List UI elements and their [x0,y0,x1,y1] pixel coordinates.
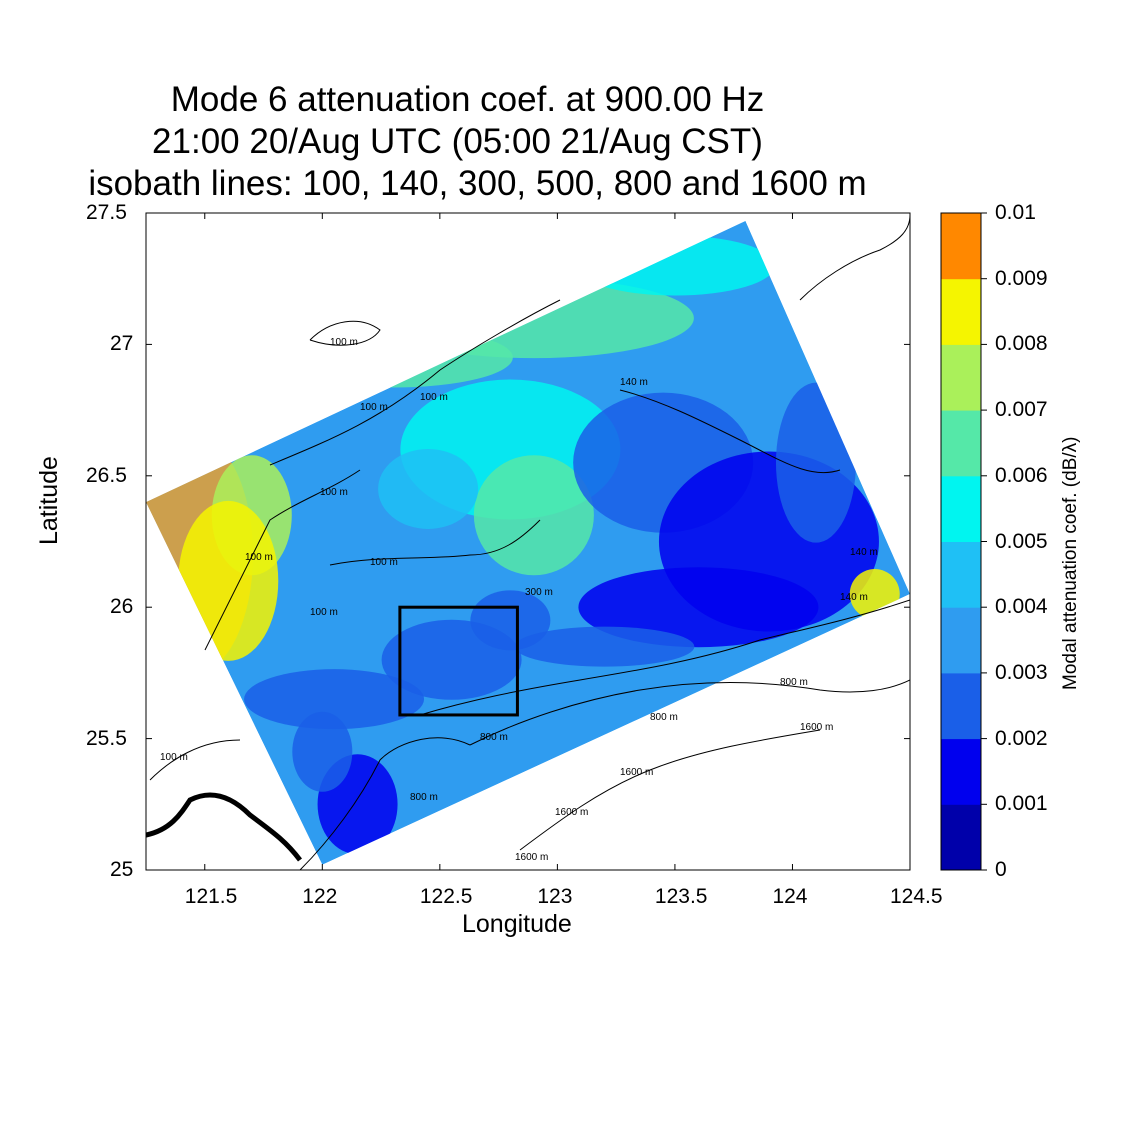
colorbar [940,212,987,871]
field-patch [473,455,594,576]
x-tick-label: 123 [537,885,573,908]
isobath-line [329,519,541,566]
isobath-label: 1600 m [555,807,588,818]
colorbar-swatch [941,213,981,280]
x-axis-label: Longitude [462,910,572,938]
isobath-line [799,214,910,301]
plot-border [145,212,911,871]
colorbar-swatch [941,738,981,805]
colorbar-swatch [941,607,981,674]
isobath-label: 800 m [650,712,678,723]
field-patch [244,669,425,730]
isobath-line [469,679,910,746]
chart-title-line-1: Mode 6 attenuation coef. at 900.00 Hz [170,80,765,119]
chart-title-line-2: 21:00 20/Aug UTC (05:00 21/Aug CST) [152,122,763,161]
colorbar-swatch [941,475,981,542]
isobath-label: 1600 m [515,852,548,863]
highlight-box [398,605,519,717]
x-tick-label: 122.5 [419,885,473,908]
x-tick-label: 124 [772,885,808,908]
isobath-line [309,320,381,346]
field-patch [292,711,353,792]
colorbar-swatch [941,410,981,477]
colorbar-tick-label: 0.006 [995,463,1048,487]
isobath-label: 100 m [330,337,358,348]
colorbar-tick-label: 0.005 [995,529,1048,553]
attenuation-field [146,220,910,865]
isobath-line [269,299,561,466]
isobath-label: 800 m [780,677,808,688]
field-patch [272,327,513,388]
x-tick-label: 124.5 [890,885,943,908]
isobath-label: 100 m [310,607,338,618]
isobath-line [299,737,471,870]
colorbar-swatch [941,672,981,740]
y-tick-label: 26 [110,595,134,619]
isobath-label: 800 m [480,732,508,743]
x-tick-label: 122 [302,885,338,908]
colorbar-tick-label: 0 [995,858,1007,881]
colorbar-tick-label: 0.008 [995,332,1048,356]
x-tick-label: 123.5 [654,885,708,908]
isobath-label: 100 m [160,752,188,763]
isobath-label: 140 m [620,377,648,388]
isobath-line [619,389,841,474]
y-tick-label: 27 [110,332,134,356]
field-patch [574,235,775,296]
y-tick-label: 26.5 [86,463,127,487]
isobath-label: 300 m [525,587,553,598]
isobath-label: 1600 m [620,767,653,778]
colorbar-tick-label: 0.01 [995,201,1036,224]
field-patch [775,382,856,543]
isobath-line [204,469,361,651]
colorbar-label: Modal attenuation coef. (dB/λ) [1060,436,1081,690]
isobath-line [149,739,241,781]
isobath-label: 100 m [320,487,348,498]
isobath-line [519,729,821,851]
isobath-label: 100 m [420,392,448,403]
field-patch [378,448,479,529]
isobath-label: 140 m [840,592,868,603]
plot-frame [145,212,911,871]
isobath-contours: 100 m 100 m 100 m 100 m 100 m 100 m 100 m 100 m… [146,214,910,870]
isobath-label: 140 m [850,547,878,558]
isobath-label: 800 m [410,792,438,803]
isobath-label: 1600 m [800,722,833,733]
coastline [146,792,302,862]
field-patch [578,567,819,648]
isobath-label: 100 m [245,552,273,563]
y-tick-label: 27.5 [86,201,127,224]
colorbar-tick-label: 0.007 [995,398,1048,422]
colorbar-swatch [941,344,981,411]
chart-title-line-3: isobath lines: 100, 140, 300, 500, 800 a… [88,164,867,203]
field-patch [514,626,695,667]
field-layer [146,220,910,865]
y-tick-label: 25.5 [86,726,127,750]
isobath-label: 100 m [360,402,388,413]
isobath-label: 100 m [370,557,398,568]
colorbar-tick-label: 0.002 [995,726,1048,750]
y-axis-label: Latitude [35,456,63,545]
colorbar-tick-label: 0.003 [995,660,1048,684]
colorbar-swatch [941,541,981,608]
colorbar-tick-label: 0.004 [995,595,1048,619]
field-patch [178,500,279,661]
colorbar-swatch [941,804,981,871]
y-tick-label: 25 [110,858,134,881]
colorbar-tick-label: 0.009 [995,266,1048,290]
x-tick-label: 121.5 [184,885,238,908]
colorbar-tick-label: 0.001 [995,792,1048,816]
isobath-line [419,599,910,716]
colorbar-swatch [941,278,981,345]
